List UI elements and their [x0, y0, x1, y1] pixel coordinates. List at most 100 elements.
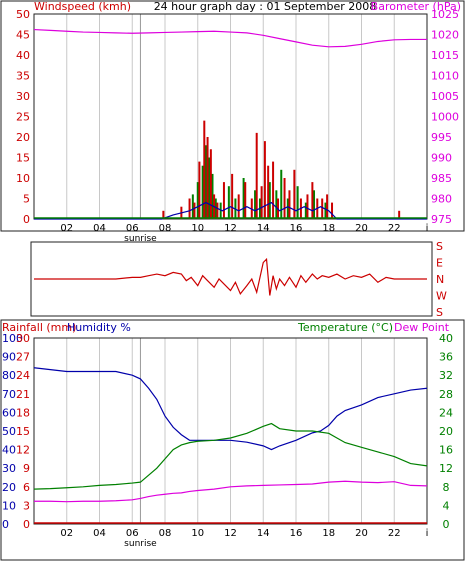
temperature-tick-label: 32 [439, 369, 453, 382]
wind-baro-panel-border [0, 0, 465, 232]
wind-x-tick-label: 04 [93, 223, 106, 234]
humidity-tick-label: 30 [2, 462, 16, 475]
temperature-tick-label: 20 [439, 425, 453, 438]
rainfall-tick-label: 21 [16, 388, 30, 401]
windspeed-tick-label: 0 [23, 213, 30, 226]
temperature-tick-label: 0 [443, 518, 450, 531]
windspeed-tick-label: 5 [23, 193, 30, 206]
humidity-tick-label: 50 [2, 425, 16, 438]
wind-x-tick-label: 22 [388, 223, 401, 234]
dew-point-axis-label: Dew Point [394, 321, 450, 334]
rainfall-tick-label: 0 [23, 518, 30, 531]
temp-x-tick-label: 02 [60, 528, 73, 539]
wind-x-tick-label: 14 [257, 223, 270, 234]
humidity-tick-label: 90 [2, 351, 16, 364]
temp-x-tick-label: 08 [159, 528, 172, 539]
barometer-tick-label: 1015 [431, 49, 459, 62]
temp-x-tick-label: i [426, 528, 429, 539]
humidity-line [33, 367, 428, 451]
barometer-tick-label: 995 [431, 131, 452, 144]
rainfall-tick-label: 6 [23, 481, 30, 494]
temperature-tick-label: 16 [439, 444, 453, 457]
sunrise-label: sunrise [124, 234, 157, 244]
wind-x-tick-label: 02 [60, 223, 73, 234]
direction-label: E [436, 257, 443, 270]
humidity-tick-label: 70 [2, 388, 16, 401]
humidity-axis-label: Humidity % [67, 321, 131, 334]
temperature-axis-label: Temperature (°C) [297, 321, 393, 334]
temp-humidity-grid [66, 338, 428, 524]
windspeed-tick-label: 10 [16, 172, 30, 185]
humidity-tick-label: 40 [2, 444, 16, 457]
windspeed-tick-label: 20 [16, 131, 30, 144]
temp-x-tick-label: 12 [224, 528, 237, 539]
humidity-tick-label: 20 [2, 481, 16, 494]
direction-label: W [436, 290, 447, 303]
wind-x-tick-label: 08 [159, 223, 172, 234]
temperature-tick-label: 28 [439, 388, 453, 401]
wind-x-tick-label: 12 [224, 223, 237, 234]
windspeed-tick-label: 25 [16, 111, 30, 124]
rainfall-tick-label: 12 [16, 444, 30, 457]
humidity-tick-label: 80 [2, 369, 16, 382]
temperature-tick-label: 24 [439, 406, 453, 419]
temperature-tick-label: 12 [439, 462, 453, 475]
windspeed-tick-label: 35 [16, 70, 30, 83]
temp-x-tick-label: 10 [191, 528, 204, 539]
rainfall-tick-label: 15 [16, 425, 30, 438]
temp-x-tick-label: 16 [290, 528, 303, 539]
sunrise-label: sunrise [124, 539, 157, 549]
wind-x-tick-label: 20 [355, 223, 368, 234]
direction-label: S [436, 306, 443, 319]
barometer-tick-label: 980 [431, 193, 452, 206]
temperature-tick-label: 36 [439, 351, 453, 364]
dew-point-line [34, 480, 428, 503]
humidity-tick-label: 100 [2, 332, 23, 345]
humidity-tick-label: 60 [2, 406, 16, 419]
barometer-axis-label: Barometer (hPa) [371, 0, 461, 13]
windspeed-tick-label: 50 [16, 8, 30, 21]
windspeed-tick-label: 40 [16, 49, 30, 62]
temp-x-tick-label: 18 [322, 528, 335, 539]
rainfall-tick-label: 18 [16, 406, 30, 419]
windspeed-axis-label: Windspeed (kmh) [34, 0, 131, 13]
chart-title: 24 hour graph day : 01 September 2008 [154, 0, 377, 13]
temp-humidity-plot-frame [33, 337, 428, 525]
barometer-tick-label: 1000 [431, 111, 459, 124]
barometer-tick-label: 1020 [431, 29, 459, 42]
windspeed-tick-label: 30 [16, 90, 30, 103]
temp-x-tick-label: 14 [257, 528, 270, 539]
rainfall-tick-label: 30 [16, 332, 30, 345]
wind-x-tick-label: 10 [191, 223, 204, 234]
temperature-tick-label: 4 [443, 499, 450, 512]
rainfall-tick-label: 9 [23, 462, 30, 475]
wind-direction-line [34, 257, 427, 296]
average-wind-line [34, 201, 427, 220]
direction-label: N [436, 273, 444, 286]
wind-x-tick-label: 18 [322, 223, 335, 234]
barometer-tick-label: 1010 [431, 70, 459, 83]
wind-x-tick-label: 06 [126, 223, 139, 234]
barometer-tick-label: 990 [431, 152, 452, 165]
humidity-tick-label: 10 [2, 499, 16, 512]
temp-x-tick-label: 20 [355, 528, 368, 539]
windspeed-tick-label: 45 [16, 29, 30, 42]
humidity-tick-label: 0 [2, 518, 9, 531]
rainfall-tick-label: 27 [16, 351, 30, 364]
temperature-tick-label: 40 [439, 332, 453, 345]
wind-x-tick-label: i [426, 223, 429, 234]
temp-x-tick-label: 06 [126, 528, 139, 539]
wind-x-tick-label: 16 [290, 223, 303, 234]
rainfall-tick-label: 3 [23, 499, 30, 512]
barometer-tick-label: 1005 [431, 90, 459, 103]
temp-humidity-panel-border [0, 319, 465, 561]
temperature-tick-label: 8 [443, 481, 450, 494]
rainfall-axis-label: Rainfall (mm) [2, 321, 76, 334]
wind-direction-panel-border [30, 241, 433, 317]
windspeed-tick-label: 15 [16, 152, 30, 165]
temperature-line [33, 422, 428, 490]
